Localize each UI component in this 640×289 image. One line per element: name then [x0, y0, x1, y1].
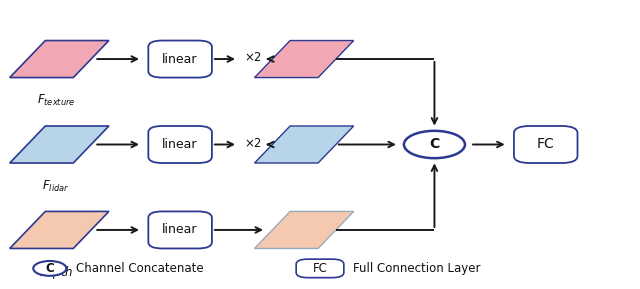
Text: FC: FC [537, 138, 555, 151]
Text: FC: FC [312, 262, 328, 275]
Circle shape [404, 131, 465, 158]
Polygon shape [255, 212, 354, 249]
Text: $F_{lidar}$: $F_{lidar}$ [42, 179, 70, 194]
FancyBboxPatch shape [148, 126, 212, 163]
FancyBboxPatch shape [514, 126, 577, 163]
Polygon shape [10, 126, 109, 163]
Polygon shape [255, 40, 354, 77]
FancyBboxPatch shape [148, 40, 212, 77]
Text: linear: linear [163, 53, 198, 66]
Text: $depth$: $depth$ [38, 264, 74, 281]
Circle shape [33, 261, 67, 276]
Polygon shape [10, 212, 109, 249]
Text: C: C [45, 262, 54, 275]
Text: ×2: ×2 [244, 51, 262, 64]
Text: C: C [429, 138, 440, 151]
Polygon shape [10, 40, 109, 77]
Text: Channel Concatenate: Channel Concatenate [76, 262, 204, 275]
Text: ×2: ×2 [244, 137, 262, 150]
Polygon shape [255, 126, 354, 163]
FancyBboxPatch shape [148, 212, 212, 249]
Text: linear: linear [163, 223, 198, 236]
Text: Full Connection Layer: Full Connection Layer [353, 262, 481, 275]
FancyBboxPatch shape [296, 259, 344, 278]
Text: $F_{texture}$: $F_{texture}$ [37, 93, 76, 108]
Text: linear: linear [163, 138, 198, 151]
